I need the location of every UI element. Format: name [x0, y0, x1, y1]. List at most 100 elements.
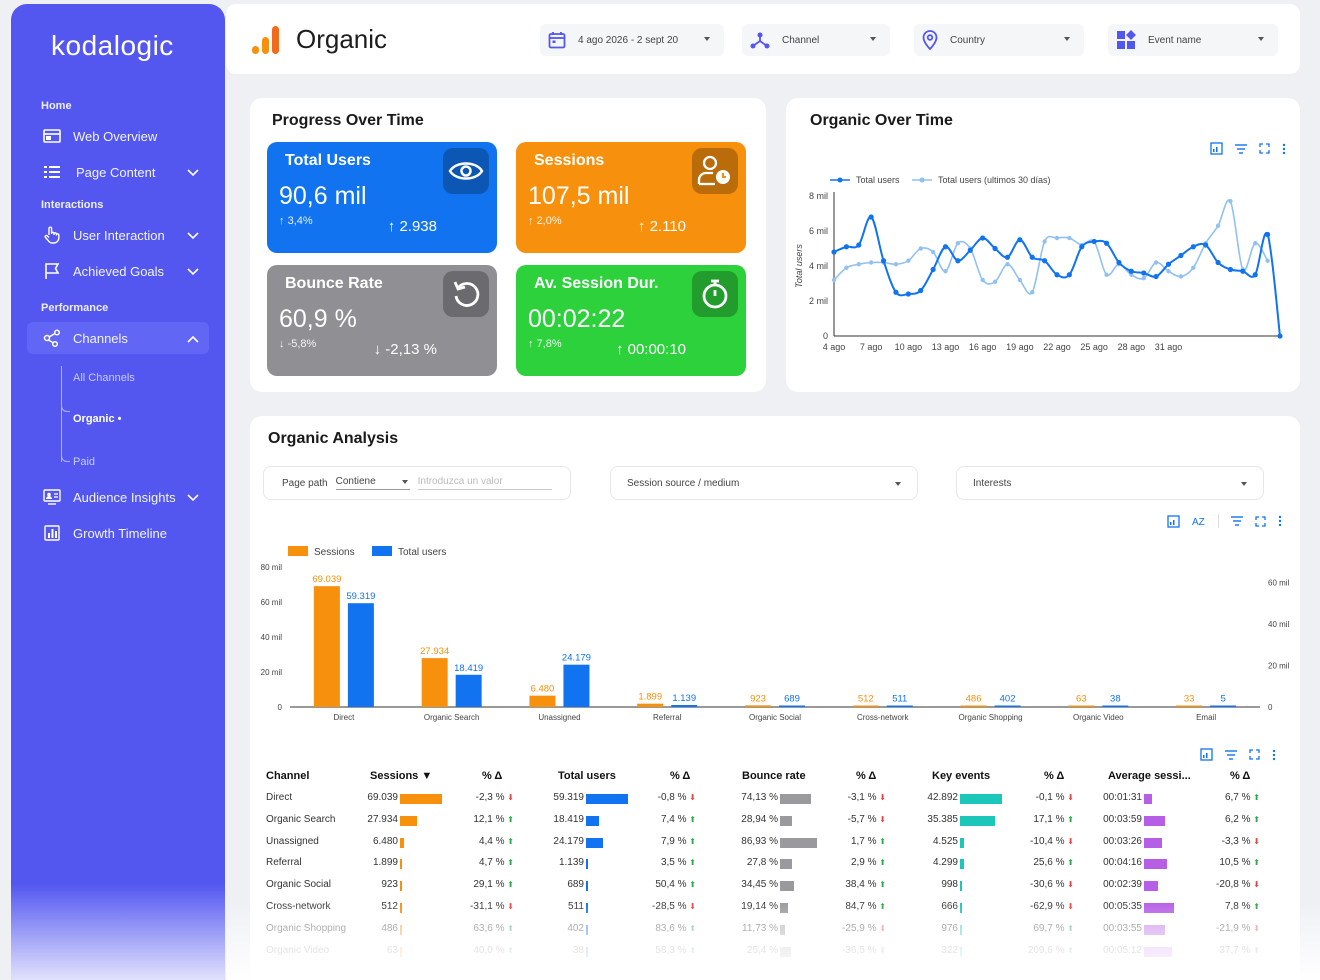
sidebar-item-label: Growth Timeline: [73, 525, 167, 541]
arrow-down-icon: ⬇: [689, 793, 696, 802]
column-header-s-pct[interactable]: % Δ: [482, 770, 503, 782]
filter-icon[interactable]: [1235, 143, 1247, 154]
cell-sessions-bar: [400, 946, 402, 957]
country-filter[interactable]: Country: [914, 24, 1084, 56]
data-point: [856, 242, 862, 248]
column-header-users[interactable]: Total users: [558, 770, 616, 782]
date-range-picker[interactable]: 4 ago 2026 - 2 sept 20: [540, 24, 724, 56]
column-header-key[interactable]: Key events: [932, 770, 991, 782]
column-header-sessions[interactable]: Sessions ▼: [370, 770, 433, 782]
table-row[interactable]: Direct 69.039 59.319 74,13 % 42.892 00:01:31 -…: [266, 792, 1266, 814]
data-label: 486: [966, 694, 982, 705]
sidebar-item-web-overview[interactable]: Web Overview: [27, 120, 209, 152]
bar-sessions: [960, 705, 987, 707]
data-point: [1178, 252, 1184, 259]
data-label: 1.899: [638, 692, 662, 703]
cell-bounce: 19,14 %: [741, 901, 778, 912]
chevron-up-icon[interactable]: [187, 331, 199, 346]
filter-icon[interactable]: [1225, 749, 1237, 760]
arrow-up-icon: ⬆: [507, 880, 514, 890]
fullscreen-icon[interactable]: [1259, 143, 1270, 154]
bar-chart-toolbar: AZ: [1167, 514, 1282, 528]
chart-explore-icon[interactable]: [1210, 142, 1223, 155]
data-point: [1091, 238, 1097, 245]
cell-channel: Referral: [266, 857, 302, 869]
table-row[interactable]: Organic Social 923 689 34,45 % 998 00:02:39 29…: [266, 879, 1266, 901]
table-row[interactable]: Cross-network 512 511 19,14 % 666 00:05:35 -31…: [266, 901, 1266, 923]
page-path-input[interactable]: Introduzca un valor: [417, 476, 552, 490]
column-header-avg[interactable]: Average sessi...: [1108, 770, 1191, 782]
chart-explore-icon[interactable]: [1167, 514, 1180, 528]
chart-explore-icon[interactable]: [1200, 748, 1213, 761]
event-name-filter[interactable]: Event name: [1108, 24, 1278, 56]
column-header-a-pct[interactable]: % Δ: [1230, 770, 1251, 782]
submenu-paid[interactable]: Paid: [73, 456, 96, 468]
table-row[interactable]: Organic Video 63 38 25,4 % 322 00:05:12 40,0 %…: [266, 945, 1266, 967]
pct-value: -62,9 %: [1030, 901, 1065, 912]
kpi-card-total-users: Total Users 90,6 mil ↑ 3,4% ↑ 2.938: [267, 142, 497, 253]
pct-value: 6,2 %: [1224, 813, 1251, 825]
cell-key: 976: [941, 922, 958, 934]
more-options-icon[interactable]: [1278, 515, 1282, 527]
column-header-channel[interactable]: Channel: [266, 770, 310, 782]
sidebar-item-audience-insights[interactable]: Audience Insights: [27, 481, 209, 513]
table-row[interactable]: Organic Shopping 486 402 11,73 % 976 00:03:55…: [266, 923, 1266, 945]
channel-filter[interactable]: Channel: [742, 24, 890, 56]
sidebar-item-page-content[interactable]: Page Content: [27, 156, 209, 188]
kpi-value: 00:02:22: [528, 305, 626, 333]
cell-users-bar: [586, 815, 600, 826]
bar-sessions: [1068, 705, 1095, 707]
pct-value: 38,4 %: [845, 879, 877, 891]
sort-az-icon[interactable]: AZ: [1192, 515, 1206, 527]
table-row[interactable]: Unassigned 6.480 24.179 86,93 % 4.525 00:03:2…: [266, 836, 1266, 858]
x-tick-label: 10 ago: [895, 342, 923, 352]
x-tick-label: 22 ago: [1043, 342, 1071, 352]
interests-filter[interactable]: Interests: [956, 466, 1264, 500]
fullscreen-icon[interactable]: [1249, 749, 1260, 760]
y-tick-label: 6 mil: [809, 226, 828, 236]
fullscreen-icon[interactable]: [1255, 515, 1266, 527]
submenu-organic[interactable]: Organic •: [73, 413, 122, 425]
more-options-icon[interactable]: [1282, 143, 1286, 155]
data-point: [1265, 258, 1270, 263]
chevron-down-icon[interactable]: [187, 228, 199, 243]
arrow-down-icon: ⬇: [507, 902, 514, 911]
pct-value: 7,9 %: [660, 835, 687, 847]
sidebar-item-growth-timeline[interactable]: Growth Timeline: [27, 517, 209, 549]
chevron-down-icon[interactable]: [187, 264, 199, 279]
kpi-percent-arrow: ↑: [528, 338, 534, 350]
column-header-u-pct[interactable]: % Δ: [670, 770, 691, 782]
sidebar-item-achieved-goals[interactable]: Achieved Goals: [27, 255, 209, 287]
series-line-total-users-30d: [833, 199, 1269, 295]
data-label: 1.139: [672, 693, 696, 704]
organic-over-time-title: Organic Over Time: [810, 112, 953, 129]
cell-pct-change: 4,4 % ⬆: [479, 836, 514, 847]
filter-icon[interactable]: [1231, 516, 1243, 526]
kpi-card-av-session-dur: Av. Session Dur. 00:02:22 ↑ 7,8% ↑ 00:00:10: [516, 265, 746, 376]
data-point: [868, 214, 874, 220]
match-type-select[interactable]: Contiene: [335, 476, 410, 490]
chevron-down-icon[interactable]: [187, 490, 199, 505]
data-point: [1054, 235, 1060, 241]
table-row[interactable]: Referral 1.899 1.139 27,8 % 4.299 00:04:16 4,7…: [266, 857, 1266, 879]
submenu-all-channels[interactable]: All Channels: [73, 372, 135, 384]
session-source-filter[interactable]: Session source / medium: [610, 466, 918, 500]
sidebar-item-user-interaction[interactable]: User Interaction: [27, 219, 209, 251]
arrow-down-icon: ⬇: [507, 793, 514, 802]
chevron-down-icon[interactable]: [187, 165, 199, 180]
more-options-icon[interactable]: [1272, 749, 1276, 761]
data-point: [856, 262, 861, 267]
column-header-k-pct[interactable]: % Δ: [1044, 770, 1065, 782]
kpi-delta-value: 00:00:10: [627, 341, 686, 358]
kpi-delta-arrow: ↑: [615, 341, 624, 358]
cell-pct-change: 40,0 % ⬆: [473, 945, 514, 956]
sidebar-item-channels[interactable]: Channels: [27, 322, 209, 354]
cell-pct-change: -5,7 % ⬇: [848, 814, 886, 825]
category-label: Cross-network: [857, 713, 910, 722]
table-row[interactable]: Organic Search 27.934 18.419 28,94 % 35.385 0…: [266, 814, 1266, 836]
kpi-title: Sessions: [534, 152, 605, 169]
column-header-bounce[interactable]: Bounce rate: [742, 770, 806, 782]
pct-value: 29,1 %: [473, 879, 505, 891]
data-point: [1153, 260, 1159, 265]
column-header-b-pct[interactable]: % Δ: [856, 770, 877, 782]
